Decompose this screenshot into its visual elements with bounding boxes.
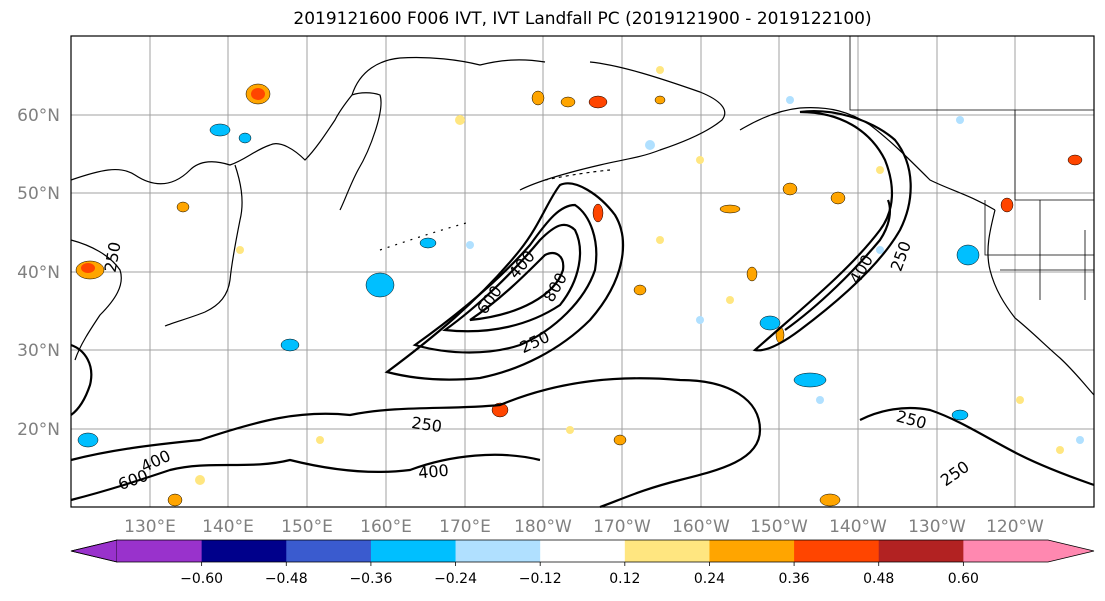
lon-label: 120°W <box>986 517 1044 537</box>
lon-label: 150°W <box>750 517 808 537</box>
colorbar-segment <box>878 540 964 562</box>
colorbar-segment <box>286 540 372 562</box>
colorbar-tick-label: 0.48 <box>863 571 894 587</box>
map-frame <box>70 35 1095 508</box>
pc-shading <box>75 83 1083 507</box>
colorbar-segment <box>709 540 795 562</box>
lat-label: 20°N <box>17 420 60 440</box>
lon-label: 170°W <box>593 517 651 537</box>
colorbar-segment <box>540 540 626 562</box>
colorbar-tick-label: −0.48 <box>265 571 308 587</box>
pc-light-blue-shading <box>466 96 1084 444</box>
colorbar-segment <box>455 540 541 562</box>
colorbar-tick-label: −0.24 <box>434 571 477 587</box>
colorbar-outline <box>70 539 1095 563</box>
lon-label: 130°E <box>124 517 176 537</box>
colorbar-min-arrow <box>70 539 118 563</box>
colorbar-segment <box>624 540 710 562</box>
lat-label: 50°N <box>17 184 60 204</box>
colorbar-segment <box>370 540 457 562</box>
ivt-contours <box>70 110 1095 509</box>
colorbar-tick-label: 0.12 <box>609 571 640 587</box>
colorbar-segment <box>201 540 287 562</box>
borders <box>849 36 1094 300</box>
lat-label: 40°N <box>17 263 60 283</box>
colorbar-tick-label: 0.60 <box>948 571 979 587</box>
lon-label: 130°W <box>908 517 966 537</box>
lat-label: 60°N <box>17 106 60 126</box>
pc-light-shading <box>195 66 1064 485</box>
lon-label: 150°E <box>281 517 333 537</box>
colorbar-segment <box>794 540 880 562</box>
graticule <box>71 36 1094 507</box>
lon-label: 170°E <box>439 517 491 537</box>
colorbar: −0.60 −0.48 −0.36 −0.24 −0.12 0.12 0.24 0.36 0.4… <box>70 539 1095 587</box>
coastlines <box>70 56 1095 396</box>
lon-label: 160°E <box>360 517 412 537</box>
contour-label: 250 <box>410 413 443 436</box>
longitude-labels: 130°E 140°E 150°E 160°E 170°E 180°W 170°W 160°W… <box>124 517 1044 537</box>
colorbar-tick-label: 0.24 <box>694 571 725 587</box>
map-title: 2019121600 F006 IVT, IVT Landfall PC (20… <box>293 9 872 29</box>
lon-label: 160°W <box>672 517 730 537</box>
lon-label: 140°W <box>829 517 887 537</box>
latitude-labels: 60°N 50°N 40°N 30°N 20°N <box>17 106 60 440</box>
lon-label: 180°W <box>514 517 572 537</box>
colorbar-tick-label: −0.36 <box>349 571 392 587</box>
colorbar-tick-label: −0.60 <box>180 571 223 587</box>
colorbar-tick-label: 0.36 <box>779 571 810 587</box>
colorbar-tick-label: −0.12 <box>519 571 562 587</box>
colorbar-segment <box>963 540 1094 562</box>
colorbar-segment <box>117 540 203 562</box>
lon-label: 140°E <box>202 517 254 537</box>
contour-label: 400 <box>417 461 449 483</box>
lat-label: 30°N <box>17 341 60 361</box>
